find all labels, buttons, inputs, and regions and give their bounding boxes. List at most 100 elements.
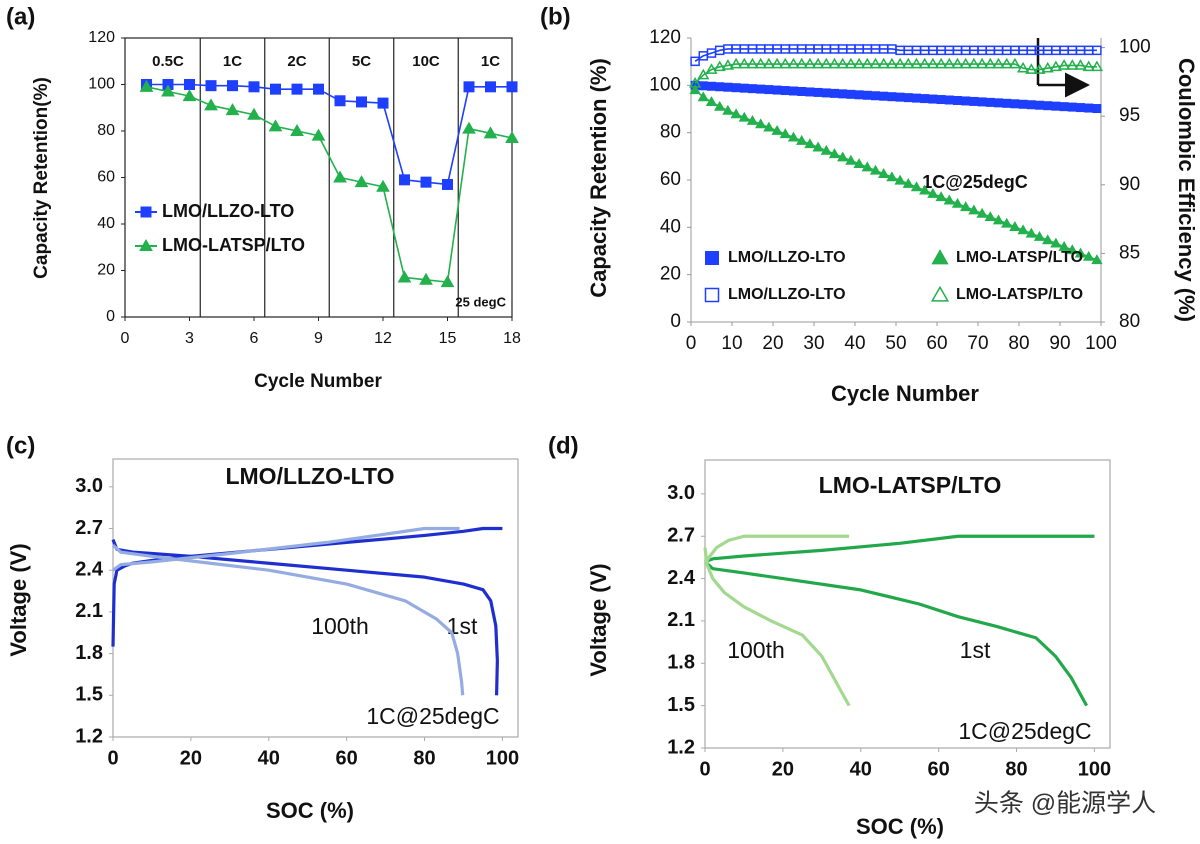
y-tick-label: 60 bbox=[97, 169, 115, 186]
marker bbox=[853, 57, 866, 69]
annotation: 1C@25degC bbox=[922, 172, 1028, 192]
marker bbox=[268, 119, 283, 132]
marker bbox=[992, 214, 1005, 225]
marker bbox=[399, 174, 410, 186]
y-axis-title: Capacity Retention(%) bbox=[31, 77, 52, 279]
marker bbox=[690, 56, 700, 67]
marker bbox=[1092, 104, 1102, 114]
legend-label: LMO/LLZO-LTO bbox=[162, 201, 294, 221]
marker bbox=[936, 95, 946, 105]
marker bbox=[397, 270, 412, 283]
marker bbox=[787, 57, 800, 69]
marker bbox=[1033, 63, 1046, 74]
plot-frame bbox=[124, 37, 513, 318]
series-line bbox=[694, 63, 1097, 84]
x-axis-title: Cycle Number bbox=[831, 381, 979, 406]
marker bbox=[976, 57, 989, 69]
marker bbox=[746, 115, 759, 125]
marker bbox=[225, 103, 240, 116]
marker bbox=[1043, 101, 1053, 111]
x-tick-label: 80 bbox=[1008, 333, 1029, 354]
marker bbox=[204, 98, 218, 111]
marker bbox=[967, 57, 980, 69]
marker bbox=[248, 81, 260, 93]
marker bbox=[1074, 59, 1087, 70]
y-tick-label: 40 bbox=[97, 215, 115, 232]
x-tick-label: 20 bbox=[762, 333, 783, 354]
y-tick-label: 80 bbox=[660, 122, 681, 143]
marker bbox=[1002, 98, 1012, 108]
marker bbox=[1018, 99, 1028, 109]
x-tick-label: 3 bbox=[185, 330, 194, 347]
marker bbox=[754, 57, 767, 69]
y-tick-label: 20 bbox=[660, 264, 681, 285]
marker bbox=[182, 89, 197, 102]
legend-marker bbox=[705, 251, 719, 265]
marker bbox=[483, 126, 498, 139]
marker bbox=[161, 84, 175, 97]
marker bbox=[919, 184, 931, 195]
y-tick-label: 80 bbox=[97, 122, 115, 139]
marker bbox=[838, 89, 848, 99]
marker bbox=[462, 121, 476, 134]
legend-label: LMO/LLZO-LTO bbox=[728, 249, 846, 266]
x-tick-label: 6 bbox=[250, 330, 259, 347]
marker bbox=[928, 94, 938, 104]
marker bbox=[1082, 60, 1095, 72]
x-tick-label: 10 bbox=[721, 333, 742, 354]
marker bbox=[994, 98, 1003, 108]
marker bbox=[821, 88, 831, 98]
marker bbox=[804, 138, 816, 149]
marker bbox=[139, 79, 154, 92]
marker bbox=[787, 131, 800, 142]
marker bbox=[731, 83, 741, 93]
marker bbox=[862, 90, 872, 100]
marker bbox=[205, 80, 217, 92]
marker bbox=[506, 81, 518, 93]
marker bbox=[748, 84, 757, 94]
marker bbox=[903, 93, 913, 103]
x-tick-label: 9 bbox=[314, 330, 323, 347]
panel-label: (a) bbox=[6, 3, 35, 30]
y-tick-label: 2.4 bbox=[75, 558, 104, 580]
series-line bbox=[703, 560, 1089, 707]
marker bbox=[1033, 230, 1046, 241]
y-tick-label: 2.4 bbox=[667, 567, 696, 589]
rate-label: 10C bbox=[412, 53, 440, 70]
marker bbox=[910, 57, 923, 69]
y-tick-label: 60 bbox=[660, 169, 681, 190]
marker bbox=[730, 108, 742, 119]
marker bbox=[985, 97, 995, 107]
y2-tick-label: 85 bbox=[1119, 242, 1140, 263]
marker bbox=[1076, 103, 1085, 113]
marker bbox=[689, 76, 702, 88]
y-tick-label: 1.5 bbox=[667, 694, 695, 716]
marker bbox=[184, 79, 195, 90]
marker bbox=[705, 96, 718, 106]
y-tick-label: 0 bbox=[670, 311, 681, 332]
legend-label: LMO/LLZO-LTO bbox=[728, 286, 846, 303]
marker bbox=[713, 60, 726, 72]
marker bbox=[485, 81, 496, 93]
marker bbox=[943, 194, 955, 205]
marker bbox=[959, 57, 972, 69]
panel-title: LMO-LATSP/LTO bbox=[819, 472, 1002, 498]
marker bbox=[820, 144, 832, 155]
marker bbox=[887, 92, 897, 102]
marker bbox=[912, 93, 921, 103]
marker bbox=[1051, 101, 1061, 111]
x-tick-label: 100 bbox=[1085, 333, 1117, 354]
marker bbox=[689, 84, 701, 95]
y-tick-label: 3.0 bbox=[667, 482, 695, 504]
marker bbox=[354, 175, 369, 188]
marker bbox=[918, 57, 931, 69]
y-tick-label: 100 bbox=[649, 74, 681, 95]
y-tick-label: 1.2 bbox=[75, 725, 103, 747]
rate-label: 5C bbox=[352, 53, 371, 70]
x-tick-label: 40 bbox=[850, 758, 872, 780]
x-tick-label: 70 bbox=[967, 333, 988, 354]
y2-tick-label: 100 bbox=[1119, 37, 1151, 58]
marker bbox=[291, 83, 303, 95]
marker bbox=[1090, 60, 1103, 72]
